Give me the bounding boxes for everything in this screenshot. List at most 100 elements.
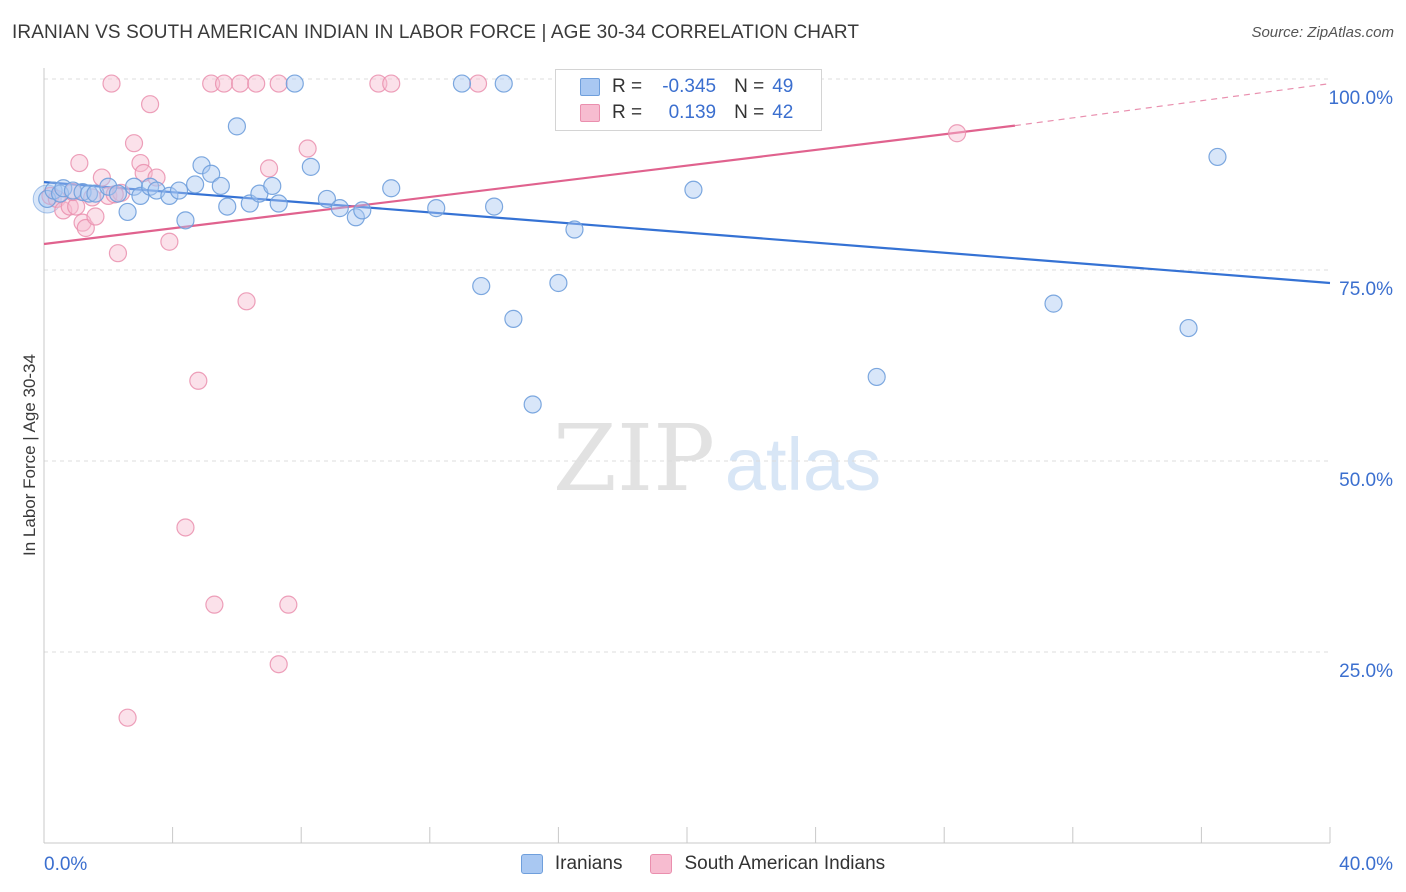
r-value: -0.345: [662, 76, 717, 97]
point-iranians: [118, 202, 137, 222]
legend-label-south-american-indians: South American Indians: [684, 853, 886, 874]
point-iranians: [472, 276, 491, 296]
point-south-american-indians: [140, 95, 160, 114]
point-iranians: [211, 176, 230, 196]
point-south-american-indians: [147, 168, 166, 187]
point-south-american-indians: [124, 134, 144, 153]
point-south-american-indians: [382, 74, 401, 93]
n-value: 42: [772, 102, 794, 123]
point-iranians: [186, 175, 205, 194]
legend-item-south-american-indians[interactable]: South American Indians: [650, 853, 885, 875]
legend-item-iranians[interactable]: Iranians: [520, 853, 623, 875]
point-south-american-indians: [108, 244, 128, 263]
iranians-legend-swatch: [520, 854, 543, 874]
data-points: [32, 74, 1227, 727]
point-iranians: [131, 186, 150, 205]
point-iranians: [99, 177, 118, 196]
point-south-american-indians: [202, 74, 221, 93]
stats-row-south-american-indians: R = 0.139 N = 42: [580, 100, 793, 126]
chart-title: IRANIAN VS SOUTH AMERICAN INDIAN IN LABO…: [12, 22, 860, 43]
point-south-american-indians: [259, 159, 279, 178]
point-iranians: [79, 184, 99, 203]
point-iranians: [240, 194, 259, 213]
point-south-american-indians: [131, 153, 150, 173]
point-iranians: [160, 186, 179, 205]
point-south-american-indians: [214, 74, 234, 93]
point-iranians: [330, 199, 349, 218]
point-south-american-indians: [176, 518, 195, 537]
point-iranians: [1044, 294, 1063, 313]
point-iranians: [269, 194, 288, 213]
point-iranians: [1179, 318, 1198, 338]
n-label: N =: [734, 76, 765, 97]
point-south-american-indians: [247, 74, 266, 93]
stats-row-iranians: R = -0.345 N = 49: [580, 74, 793, 100]
point-iranians: [494, 74, 513, 93]
r-label: R =: [612, 102, 643, 123]
legend-label-iranians: Iranians: [554, 853, 623, 874]
point-south-american-indians: [269, 655, 288, 674]
point-iranians: [317, 189, 337, 209]
point-iranians: [218, 197, 237, 216]
point-south-american-indians: [86, 207, 105, 226]
point-south-american-indians: [70, 153, 89, 173]
point-south-american-indians: [237, 292, 256, 311]
point-iranians: [202, 164, 221, 183]
point-south-american-indians: [118, 708, 137, 727]
y-tick-label: 25.0%: [1339, 661, 1393, 682]
point-iranians: [285, 74, 304, 93]
point-iranians: [565, 220, 584, 239]
n-value: 49: [772, 76, 794, 97]
point-iranians: [382, 179, 401, 198]
point-south-american-indians: [369, 74, 388, 93]
series-legend: Iranians South American Indians: [0, 850, 1406, 878]
south-american-indians-legend-swatch: [650, 854, 673, 874]
y-tick-label: 100.0%: [1329, 88, 1394, 109]
point-iranians: [108, 184, 128, 203]
point-iranians: [523, 395, 542, 414]
point-south-american-indians: [468, 74, 488, 93]
point-iranians: [684, 180, 703, 199]
watermark-atlas: atlas: [725, 423, 881, 506]
trend-lines: [43, 82, 1331, 285]
point-south-american-indians: [947, 124, 967, 143]
point-iranians: [346, 208, 365, 227]
point-south-american-indians: [102, 74, 121, 93]
y-tick-label: 50.0%: [1339, 470, 1393, 491]
point-iranians: [504, 309, 523, 328]
point-south-american-indians: [92, 168, 111, 187]
point-iranians: [176, 211, 195, 230]
stats-legend: R = -0.345 N = 49 R = 0.139 N = 42: [555, 69, 822, 131]
x-tick-label-min: 0.0%: [44, 854, 87, 875]
point-south-american-indians: [279, 595, 298, 614]
r-value: 0.139: [668, 102, 717, 123]
y-tick-label: 75.0%: [1339, 279, 1393, 300]
point-south-american-indians: [269, 74, 288, 93]
watermark-zip: ZIP: [553, 405, 715, 512]
point-iranians: [427, 199, 446, 218]
n-label: N =: [734, 102, 765, 123]
point-iranians: [353, 201, 372, 220]
trend-line-south-american-indians: [43, 124, 1016, 246]
point-iranians: [301, 157, 320, 176]
point-iranians: [549, 273, 568, 293]
trend-line-iranians: [43, 181, 1331, 285]
point-iranians: [452, 74, 472, 93]
tick-labels: 25.0% 50.0% 75.0% 100.0% 0.0% 40.0%: [44, 88, 1393, 875]
point-south-american-indians: [298, 139, 317, 158]
south-american-indians-swatch: [580, 104, 600, 122]
point-south-american-indians: [231, 74, 250, 93]
point-south-american-indians: [189, 371, 208, 390]
point-iranians: [169, 181, 189, 200]
source-label: Source: ZipAtlas.com: [1251, 24, 1394, 41]
axes: [43, 68, 1331, 844]
point-iranians: [485, 197, 504, 216]
point-iranians: [124, 177, 144, 196]
iranians-swatch: [580, 78, 600, 96]
point-iranians: [1208, 147, 1227, 167]
x-tick-label-max: 40.0%: [1339, 854, 1393, 875]
r-label: R =: [612, 76, 643, 97]
point-iranians: [867, 367, 886, 387]
point-south-american-indians: [205, 595, 224, 614]
